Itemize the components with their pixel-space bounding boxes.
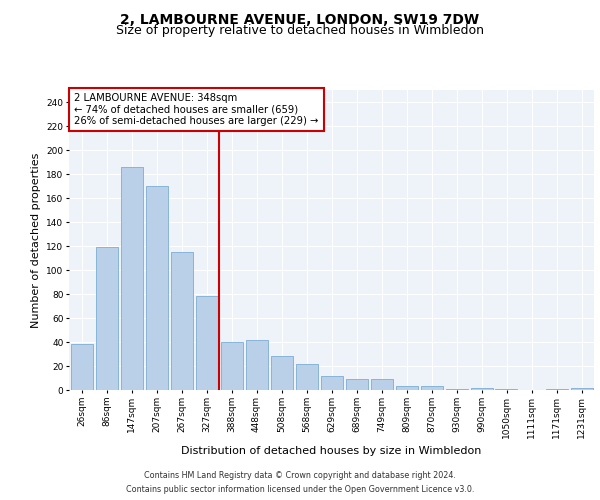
Bar xyxy=(271,356,293,390)
Bar xyxy=(296,364,317,390)
Bar xyxy=(395,386,418,390)
Bar xyxy=(421,386,443,390)
Text: 2 LAMBOURNE AVENUE: 348sqm
← 74% of detached houses are smaller (659)
26% of sem: 2 LAMBOURNE AVENUE: 348sqm ← 74% of deta… xyxy=(74,93,319,126)
Bar xyxy=(170,252,193,390)
Text: Contains HM Land Registry data © Crown copyright and database right 2024.: Contains HM Land Registry data © Crown c… xyxy=(144,472,456,480)
Text: Size of property relative to detached houses in Wimbledon: Size of property relative to detached ho… xyxy=(116,24,484,37)
Bar xyxy=(71,344,92,390)
X-axis label: Distribution of detached houses by size in Wimbledon: Distribution of detached houses by size … xyxy=(181,446,482,456)
Bar xyxy=(196,296,218,390)
Y-axis label: Number of detached properties: Number of detached properties xyxy=(31,152,41,328)
Text: Contains public sector information licensed under the Open Government Licence v3: Contains public sector information licen… xyxy=(126,484,474,494)
Bar xyxy=(95,247,118,390)
Bar xyxy=(346,379,367,390)
Text: 2, LAMBOURNE AVENUE, LONDON, SW19 7DW: 2, LAMBOURNE AVENUE, LONDON, SW19 7DW xyxy=(121,12,479,26)
Bar xyxy=(545,389,568,390)
Bar xyxy=(221,342,242,390)
Bar xyxy=(146,186,167,390)
Bar xyxy=(320,376,343,390)
Bar xyxy=(245,340,268,390)
Bar xyxy=(571,388,593,390)
Bar xyxy=(121,167,143,390)
Bar xyxy=(371,379,392,390)
Bar xyxy=(470,388,493,390)
Bar xyxy=(496,389,517,390)
Bar xyxy=(445,389,467,390)
